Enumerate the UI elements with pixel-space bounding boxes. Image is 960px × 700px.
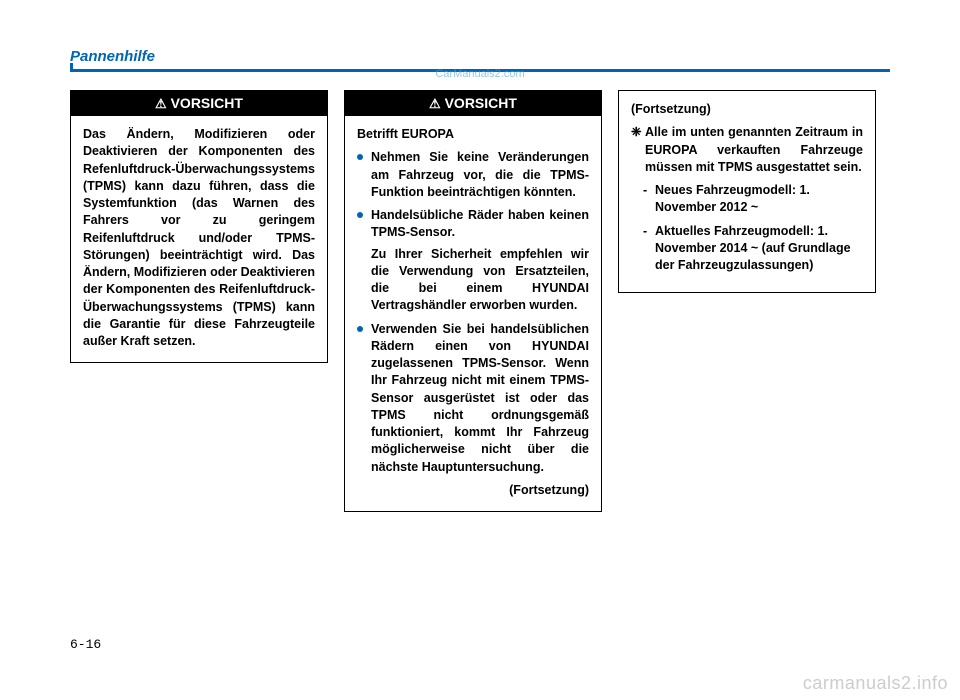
bullet-2: Handelsübliche Räder haben keinen TPMS-S… bbox=[357, 207, 589, 315]
continuation-bottom: (Fortsetzung) bbox=[357, 482, 589, 499]
caution-box-2: ⚠ VORSICHT Betrifft EUROPA Nehmen Sie ke… bbox=[344, 90, 602, 512]
continuation-body: (Fortsetzung) Alle im unten genannten Ze… bbox=[619, 91, 875, 292]
europa-intro: Betrifft EUROPA bbox=[357, 126, 589, 143]
caution-label-1: VORSICHT bbox=[171, 95, 243, 111]
warning-icon: ⚠ bbox=[429, 96, 441, 111]
section-header: Pannenhilfe bbox=[70, 48, 890, 69]
warning-icon: ⚠ bbox=[155, 96, 167, 111]
bullet-1-text: Nehmen Sie keine Ver­änderungen am Fahrz… bbox=[371, 150, 589, 199]
caution-label-2: VORSICHT bbox=[445, 95, 517, 111]
bullet-2-sub: Zu Ihrer Sicherheit empfehlen wir die Ve… bbox=[371, 246, 589, 315]
bullet-list: Nehmen Sie keine Ver­änderungen am Fahrz… bbox=[357, 149, 589, 476]
caution-box-1: ⚠ VORSICHT Das Ändern, Modifizieren oder… bbox=[70, 90, 328, 363]
continuation-box: (Fortsetzung) Alle im unten genannten Ze… bbox=[618, 90, 876, 293]
page-number: 6-16 bbox=[70, 637, 101, 652]
footer-watermark: carmanuals2.info bbox=[803, 673, 948, 694]
caution-body-1: Das Ändern, Modifizieren oder Deaktivier… bbox=[71, 116, 327, 362]
continuation-top: (Fortsetzung) bbox=[631, 101, 863, 118]
columns: ⚠ VORSICHT Das Ändern, Modifizieren oder… bbox=[70, 90, 890, 512]
bullet-1: Nehmen Sie keine Ver­änderungen am Fahrz… bbox=[357, 149, 589, 201]
bullet-2-text: Handelsübliche Räder haben keinen TPMS-S… bbox=[371, 208, 589, 239]
star-note-text: Alle im unten genannten Zeitraum in EURO… bbox=[645, 125, 863, 174]
star-note: Alle im unten genannten Zeitraum in EURO… bbox=[631, 124, 863, 176]
manual-page: Pannenhilfe CarManuals2.com ⚠ VORSICHT D… bbox=[0, 0, 960, 700]
caution-body-2: Betrifft EUROPA Nehmen Sie keine Ver­änd… bbox=[345, 116, 601, 511]
dash-item-2: Aktuelles Fahrzeugmodell: 1. November 20… bbox=[643, 223, 863, 275]
caution-text-1: Das Ändern, Modifizieren oder Deaktivier… bbox=[83, 126, 315, 350]
caution-title-2: ⚠ VORSICHT bbox=[345, 91, 601, 116]
caution-title-1: ⚠ VORSICHT bbox=[71, 91, 327, 116]
dash-item-1: Neues Fahrzeugmodell: 1. November 2012 ~ bbox=[643, 182, 863, 217]
bullet-3: Verwenden Sie bei handels­üblichen Räder… bbox=[357, 321, 589, 476]
dash-list: Neues Fahrzeugmodell: 1. November 2012 ~… bbox=[631, 182, 863, 274]
bullet-3-text: Verwenden Sie bei handels­üblichen Räder… bbox=[371, 322, 589, 474]
top-watermark: CarManuals2.com bbox=[435, 68, 524, 80]
